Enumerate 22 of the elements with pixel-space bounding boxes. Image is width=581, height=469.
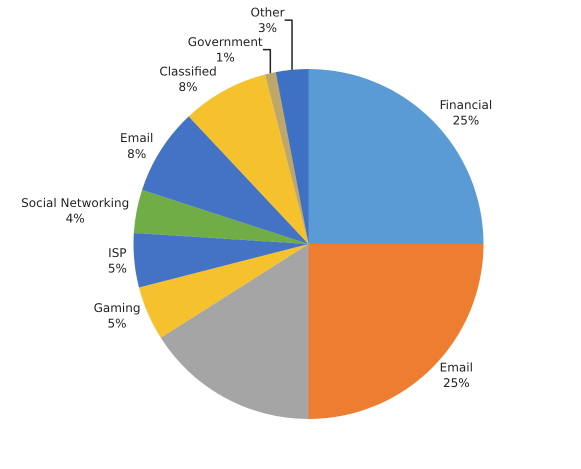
slice-label: ISP <box>108 246 127 260</box>
data-label: 5% <box>108 261 127 276</box>
data-label: 8% <box>127 146 146 161</box>
slice-label: Government <box>188 34 263 49</box>
slice-label: Email <box>120 131 154 146</box>
slice-label: Email <box>440 360 473 374</box>
data-label: 8% <box>178 80 198 94</box>
pie-slice <box>160 244 308 419</box>
data-label: 3% <box>258 20 278 35</box>
slice-label: Financial <box>440 98 492 112</box>
slice-label: Gaming <box>94 301 140 316</box>
data-label: 5% <box>108 316 127 331</box>
data-label: 25% <box>452 114 480 128</box>
data-label: 4% <box>66 211 85 226</box>
pie-slice <box>134 190 308 244</box>
slice-label: Classified <box>159 64 217 78</box>
data-label: 25% <box>442 376 470 390</box>
slice-label: Other <box>250 5 285 20</box>
pie-slice <box>264 72 308 244</box>
pie-slice <box>308 244 484 419</box>
slice-label: Social Networking <box>21 196 130 210</box>
data-label: 1% <box>216 50 235 64</box>
